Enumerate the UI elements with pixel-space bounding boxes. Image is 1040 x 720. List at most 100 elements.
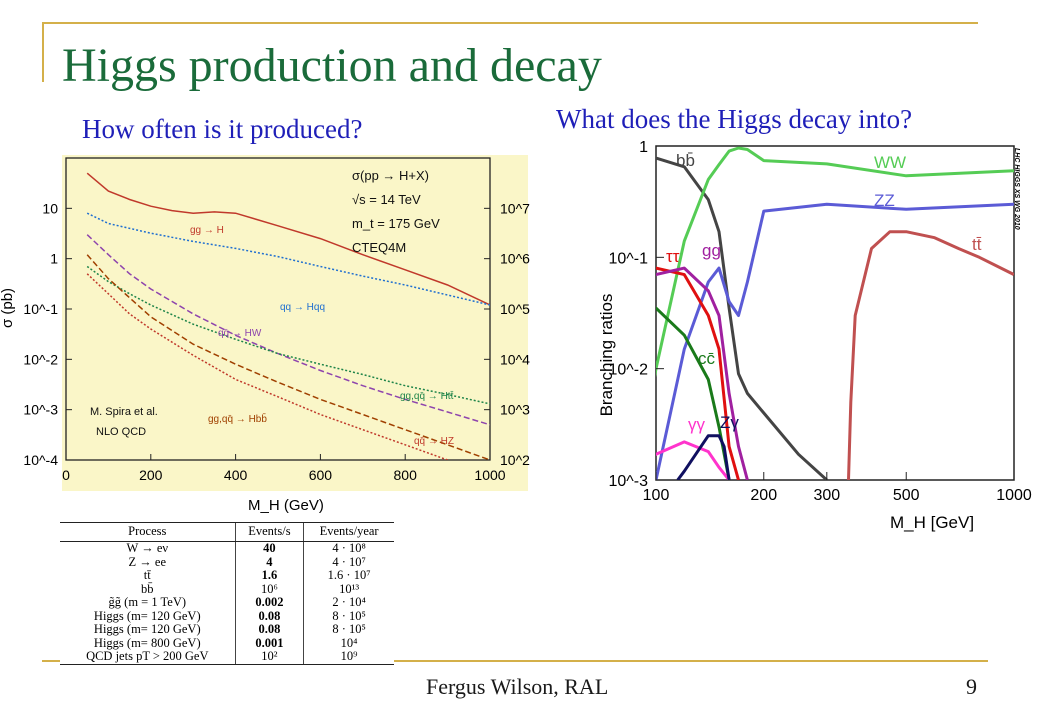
cross-section-chart: 0 200 400 600 800 1000 10^-4 10^-3 10^-2 10^-1 1 10… <box>0 151 532 514</box>
chart1-series-line-1 <box>86 212 490 306</box>
table-row: tt̄ 1.6 1.6 · 10⁷ <box>60 568 394 583</box>
table-cell: QCD jets pT > 200 GeV <box>60 649 236 665</box>
chart1-xtick-label: 400 <box>224 467 248 483</box>
table-cell: 0.08 <box>234 609 304 623</box>
table-cell: 2 · 10⁴ <box>303 595 394 610</box>
chart2-ylabel: Branching ratios <box>597 294 616 417</box>
chart1-xlabel: M_H (GeV) <box>248 497 324 514</box>
chart1-background <box>60 153 530 493</box>
table-cell: 0.002 <box>234 595 304 610</box>
chart2-watermark: LHC HIGGS XS WG 2010 <box>1013 148 1020 230</box>
table-header-process: Process <box>60 522 236 542</box>
chart2-series-line-7 <box>656 440 731 480</box>
chart1-series-label-Htt: gg,qq̄ → Htt̄ <box>400 390 454 402</box>
table-cell: Z → ee <box>128 554 167 569</box>
table-cell: Higgs (m= 120 GeV) <box>93 608 201 623</box>
chart1-rtick-label: 10^7 <box>500 200 530 216</box>
table-cell: 4 · 10⁸ <box>303 541 394 556</box>
table-header-events-per-s: Events/s <box>234 522 304 542</box>
table-row: Higgs (m= 120 GeV) 0.08 8 · 10⁵ <box>60 622 394 637</box>
table-cell: 0.08 <box>234 622 304 637</box>
chart1-series-line-5 <box>86 273 448 460</box>
chart2-series-line-5 <box>656 266 749 480</box>
chart1-xtick-label: 200 <box>139 467 163 483</box>
chart1-annot-order: NLO QCD <box>96 426 146 438</box>
chart1-annot-process: σ(pp → H+X) <box>352 168 429 183</box>
slide-title: Higgs production and decay <box>62 39 602 92</box>
table-cell: Higgs (m= 120 GeV) <box>93 622 201 636</box>
chart2-series-line-0 <box>656 156 828 480</box>
subtitle-decay: What does the Higgs decay into? <box>556 104 913 134</box>
table-cell: 8 · 10⁵ <box>303 609 394 623</box>
chart1-ytick-label: 10^-4 <box>23 452 58 468</box>
chart1-annot-topmass: m_t = 175 GeV <box>352 216 440 231</box>
chart1-xtick-label: 1000 <box>474 467 505 483</box>
chart2-ytick-label: 1 <box>639 139 648 156</box>
table-cell: 10⁴ <box>303 636 394 650</box>
table-cell: g̃g̃ (m = 1 TeV) <box>108 595 187 609</box>
chart1-ytick-label: 1 <box>50 251 58 267</box>
table-row: W → eν 40 4 · 10⁸ <box>60 541 394 556</box>
chart2-series-line-4 <box>656 266 740 480</box>
frame-bottom-rule <box>42 660 988 662</box>
chart1-ytick-label: 10 <box>42 200 58 216</box>
chart1-border <box>58 151 532 495</box>
table-cell: 10¹³ <box>303 582 394 596</box>
table-cell: 10² <box>234 649 304 665</box>
page-number: 9 <box>966 674 977 699</box>
table-cell: 1.6 · 10⁷ <box>303 568 394 583</box>
chart1-rtick-label: 10^3 <box>500 402 530 418</box>
chart1-ylabel: σ (pb) <box>0 288 16 328</box>
chart1-rtick-label: 10^2 <box>500 452 530 468</box>
chart2-ytick-label: 10^-3 <box>608 473 648 490</box>
chart1-series-line-0 <box>86 172 490 306</box>
chart1-annot-pdf: CTEQ4M <box>352 240 406 255</box>
table-cell: 1.6 <box>234 568 304 583</box>
chart2-xtick-label: 100 <box>643 487 670 504</box>
chart2-label-ZZ: ZZ <box>874 191 895 210</box>
table-cell: 10⁹ <box>303 649 394 665</box>
table-row: Higgs (m= 800 GeV) 0.001 10⁴ <box>60 635 394 650</box>
chart1-series-label-HZ: qq̄ → HZ <box>414 436 454 447</box>
chart2-label-bb: bb̄ <box>676 151 695 170</box>
chart2-xtick-label: 1000 <box>996 487 1032 504</box>
chart1-xtick-label: 800 <box>394 467 418 483</box>
chart2-label-tautau: ττ <box>666 247 680 266</box>
chart1-series-label-Hbb: gg,qq̄ → Hbb̄ <box>208 412 267 425</box>
table-cell: 0.001 <box>234 636 304 650</box>
frame-top-rule <box>42 22 978 24</box>
chart1-ytick-label: 10^-2 <box>23 351 58 367</box>
chart2-label-cc: cc̄ <box>698 349 716 368</box>
chart2-ytick-label: 10^-1 <box>608 250 648 267</box>
table-cell: 4 · 10⁷ <box>303 555 394 569</box>
chart2-xtick-label: 300 <box>813 487 840 504</box>
table-row: Z → ee 4 4 · 10⁷ <box>60 554 394 569</box>
footer-author: Fergus Wilson, RAL <box>426 674 609 699</box>
chart2-label-Zgamma: Zγ <box>720 413 739 432</box>
branching-ratio-chart: 100 200 300 500 1000 1 10^-1 10^-2 10^-3 Branchi… <box>597 139 1032 532</box>
chart2-series-line-8 <box>676 434 731 480</box>
table-row: QCD jets pT > 200 GeV 10² 10⁹ <box>60 649 394 665</box>
table-row: bb̄ 10⁶ 10¹³ <box>60 582 394 596</box>
frame-left-rule <box>42 22 44 82</box>
table-cell: tt̄ <box>143 568 151 582</box>
chart2-xtick-label: 200 <box>750 487 777 504</box>
chart1-rtick-label: 10^6 <box>500 251 530 267</box>
table-cell: 10⁶ <box>234 582 304 596</box>
chart2-plot-frame <box>655 145 1015 481</box>
chart1-series-label-ggH: gg → H <box>190 225 224 236</box>
chart2-label-gg: gg <box>702 241 721 260</box>
chart1-series-line-4 <box>86 254 490 460</box>
chart1-series-line-2 <box>86 234 490 426</box>
table-cell: 8 · 10⁵ <box>303 622 394 637</box>
chart2-xlabel: M_H [GeV] <box>890 513 974 532</box>
subtitle-production: How often is it produced? <box>82 114 363 144</box>
chart1-ytick-label: 10^-3 <box>23 402 58 418</box>
chart1-ytick-label: 10^-1 <box>23 301 58 317</box>
chart1-xtick-label: 600 <box>309 467 333 483</box>
chart2-series-line-3 <box>847 230 1014 480</box>
chart1-rtick-label: 10^5 <box>500 301 530 317</box>
table-header-row: Process Events/s Events/year <box>60 522 394 542</box>
table-row: g̃g̃ (m = 1 TeV) 0.002 2 · 10⁴ <box>60 595 394 610</box>
table-cell: Higgs (m= 800 GeV) <box>93 635 201 650</box>
